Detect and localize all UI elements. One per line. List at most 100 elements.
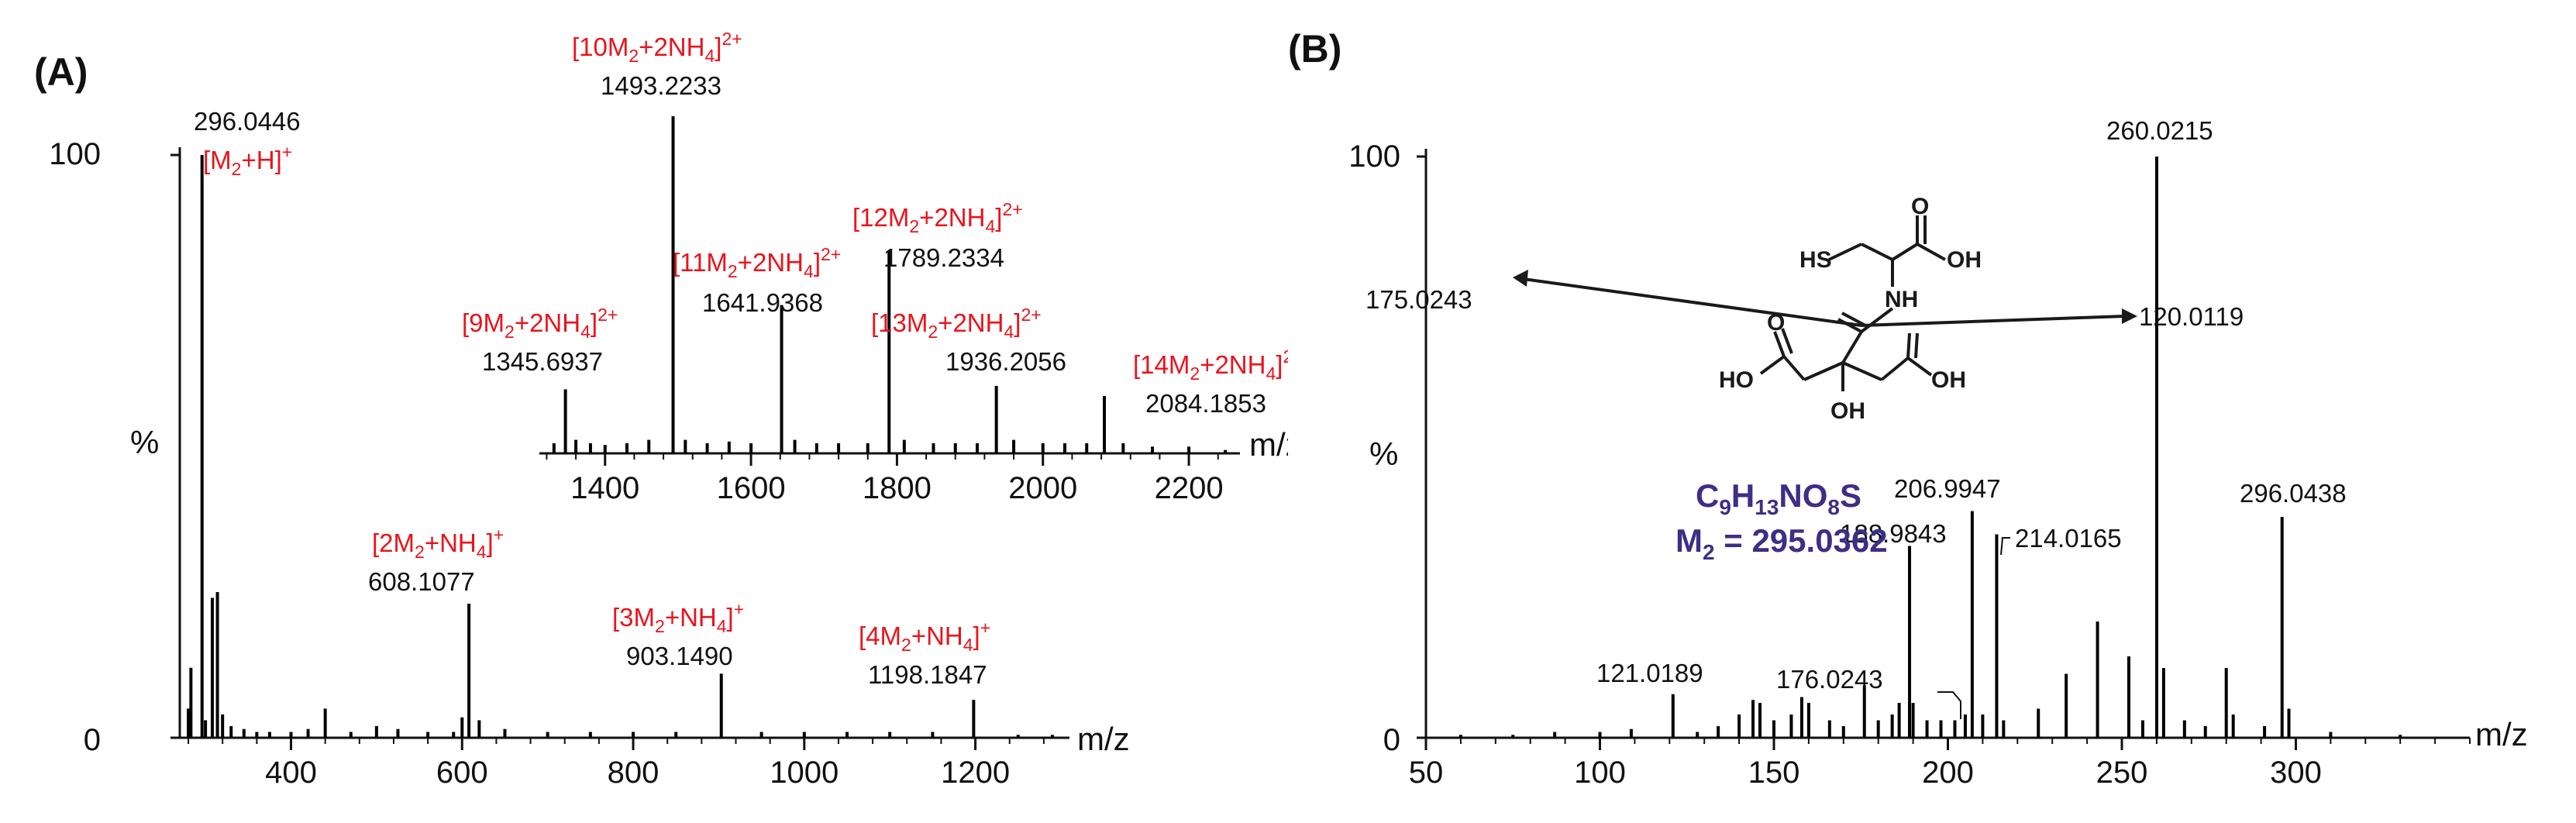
peak-label-176: 176.0243	[1776, 665, 1883, 694]
atom-ho-left: HO	[1719, 367, 1754, 393]
peak-label-1493: 1493.2233	[601, 71, 721, 100]
a-x-tick-label-400: 400	[265, 756, 317, 790]
bond-c-c	[1861, 243, 1893, 261]
main-plot-a: 400 600 800 1000 1200	[170, 147, 1069, 790]
peak-label-1641: 1641.9368	[702, 288, 823, 317]
a-x-tick-label-600: 600	[436, 756, 488, 790]
leader-214	[2000, 537, 2010, 556]
panel-b: (B) % 100 0 m/z 50 100 150 200 250 300 121.01…	[1288, 0, 2576, 823]
inset-plot-a: m/z 1400 1600 1800 2000 2200	[539, 116, 1288, 505]
b-x-tick-label-250: 250	[2096, 756, 2148, 790]
molecule-structure	[1513, 215, 2137, 391]
ion-label-2m2: [2M2+NH4]+	[372, 525, 504, 562]
a-x-tick-label-1200: 1200	[941, 756, 1010, 790]
peak-label-1936: 1936.2056	[945, 347, 1066, 376]
bond-c-oh	[1917, 243, 1946, 261]
fragment-arrow-right-line	[1861, 315, 2126, 327]
atom-nh: NH	[1885, 287, 1918, 312]
peak-label-260: 260.0215	[2106, 116, 2213, 145]
atom-o-top: O	[1911, 194, 1929, 219]
peak-label-296: 296.0446	[194, 107, 301, 136]
ion-label-13m2: [13M2+2NH4]2+	[871, 305, 1042, 342]
fragment-right-label: 120.0119	[2139, 302, 2244, 331]
ion-label-11m2: [11M2+2NH4]2+	[673, 244, 841, 281]
ion-label-m2h: [M2+H]+	[203, 142, 292, 179]
peak-label-1198: 1198.1847	[868, 660, 987, 689]
inset-x-tick-label-2200: 2200	[1155, 471, 1224, 505]
ion-label-3m2: [3M2+NH4]+	[612, 599, 744, 636]
ion-label-10m2: [10M2+2NH4]2+	[572, 29, 742, 66]
b-x-tick-label-200: 200	[1922, 756, 1974, 790]
inset-x-tick-label-1400: 1400	[570, 471, 639, 505]
y-axis-label-a: %	[130, 424, 159, 460]
molecular-mass: M2 = 295.0362	[1675, 522, 1888, 564]
fragment-left-label: 175.0243	[1365, 285, 1472, 314]
y-tick-0-b: 0	[1383, 723, 1400, 757]
b-x-tick-label-50: 50	[1409, 756, 1444, 790]
atom-o-left: O	[1767, 310, 1785, 336]
atom-oh-top: OH	[1947, 247, 1982, 273]
a-x-tick-label-1000: 1000	[770, 756, 839, 790]
bond-c-oh-left	[1759, 355, 1786, 375]
leader-176	[1937, 691, 1961, 719]
a-x-tick-label-800: 800	[608, 756, 659, 790]
peak-label-608: 608.1077	[368, 567, 475, 596]
ion-label-9m2: [9M2+2NH4]2+	[462, 305, 618, 342]
atom-oh-center: OH	[1830, 398, 1865, 424]
peak-label-296-b: 296.0438	[2240, 479, 2347, 508]
ion-label-14m2: [14M2+2NH4]2+	[1133, 346, 1288, 384]
bond-c-o-right-2	[1914, 332, 1919, 359]
peak-label-903: 903.1490	[626, 642, 733, 670]
inset-x-tick-label-2000: 2000	[1008, 471, 1077, 505]
spectrum-a-svg: (A) % 100 0 m/z 400 600 800 1000 1200 m/z 14…	[34, 29, 1288, 790]
y-axis-label-b: %	[1369, 436, 1398, 472]
ion-label-4m2: [4M2+NH4]+	[859, 618, 990, 655]
peak-labels-a: 296.0446 [M2+H]+ [2M2+NH4]+ 608.1077 [3M…	[194, 29, 1288, 689]
peak-label-121: 121.0189	[1596, 659, 1703, 687]
panel-label-a: (A)	[34, 50, 88, 94]
bond-c-cooh	[1891, 243, 1919, 261]
bond-c-o-left-2	[1781, 328, 1793, 354]
x-axis-label-inset: m/z	[1249, 426, 1288, 463]
fragment-arrow-right-head	[2122, 308, 2137, 324]
bond-c-ch2-right	[1842, 361, 1882, 381]
y-tick-0-a: 0	[84, 723, 101, 757]
peak-label-214: 214.0165	[2015, 524, 2122, 553]
peak-label-189: 188.9843	[1840, 519, 1947, 548]
bond-c-ch2-left	[1803, 361, 1844, 381]
x-axis-label-a: m/z	[1077, 721, 1130, 757]
bond-c-oh-right	[1906, 356, 1933, 377]
bond-c-c-central	[1841, 330, 1863, 364]
peak-label-1789: 1789.2334	[883, 243, 1004, 272]
bond-s-c	[1828, 243, 1862, 261]
atom-hs: HS	[1799, 247, 1832, 273]
bond-c-o-acyl-2	[1841, 312, 1866, 327]
molecular-formula: C9H13NO8S	[1696, 477, 1861, 519]
peak-label-207: 206.9947	[1894, 474, 2001, 503]
main-plot-b: 50 100 150 200 250 300	[1409, 149, 2471, 790]
panel-a: (A) % 100 0 m/z 400 600 800 1000 1200 m/z 14…	[34, 29, 1288, 790]
peak-labels-b: 121.0189 176.0243 188.9843 206.9947 214.…	[1596, 116, 2347, 719]
y-tick-100-b: 100	[1348, 139, 1400, 174]
bond-ch2-cooh-left	[1782, 355, 1806, 381]
structure-labels: HS NH OH O O HO OH OH 175.0243 120.0119 …	[1365, 194, 2244, 564]
ion-label-12m2: [12M2+2NH4]2+	[852, 199, 1023, 236]
bond-n-c	[1860, 307, 1894, 333]
peak-label-1345: 1345.6937	[482, 347, 603, 376]
atom-oh-right: OH	[1931, 367, 1966, 393]
bond-ch2-cooh-right	[1880, 356, 1910, 381]
peak-label-2084: 2084.1853	[1145, 389, 1266, 418]
spectrum-b-svg: (B) % 100 0 m/z 50 100 150 200 250 300 121.01…	[1288, 27, 2528, 790]
b-x-tick-label-150: 150	[1748, 756, 1800, 790]
b-x-tick-label-300: 300	[2270, 756, 2322, 790]
inset-x-tick-label-1800: 1800	[863, 471, 932, 505]
bond-c-o-right	[1906, 332, 1911, 359]
bond-c-o-left	[1773, 331, 1786, 357]
x-axis-label-b: m/z	[2475, 716, 2528, 752]
fragment-arrow-left-head	[1513, 270, 1528, 287]
fragment-arrow-left-line	[1523, 277, 1862, 327]
panel-label-b: (B)	[1288, 27, 1341, 71]
y-tick-100-a: 100	[49, 137, 101, 171]
inset-x-tick-label-1600: 1600	[717, 471, 786, 505]
b-x-tick-label-100: 100	[1574, 756, 1626, 790]
